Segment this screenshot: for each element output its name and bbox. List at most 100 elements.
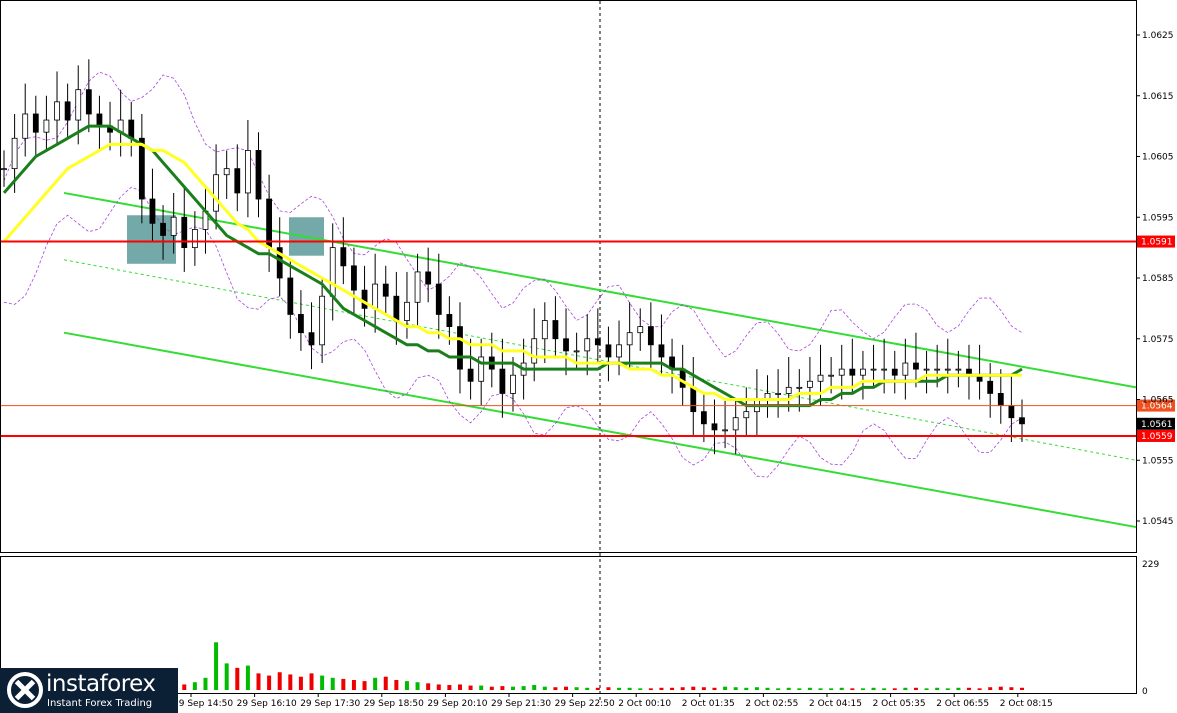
candle-body xyxy=(934,368,941,371)
horizontal-levels: 1.0591 1.0559 1.0564 1.0561 xyxy=(1,235,1175,442)
volume-bar xyxy=(723,686,728,690)
candle xyxy=(213,144,219,230)
candle-body xyxy=(849,368,856,376)
volume-bar xyxy=(511,686,515,690)
volume-bar xyxy=(256,673,261,690)
candle-body xyxy=(807,380,813,388)
volume-bar xyxy=(574,687,579,690)
volume-bar xyxy=(362,681,367,690)
candle-body xyxy=(351,265,357,291)
volume-bar xyxy=(214,642,219,690)
candle xyxy=(244,120,251,218)
candle-body xyxy=(785,386,792,394)
level-tag xyxy=(1137,399,1175,412)
volume-bar xyxy=(988,687,993,690)
volume-bar xyxy=(415,682,420,690)
candle-body xyxy=(860,368,866,376)
candle xyxy=(626,302,633,370)
volume-bar xyxy=(945,688,950,690)
candle xyxy=(584,314,591,376)
candle-body xyxy=(541,320,548,340)
time-tick-label: 29 Sep 20:10 xyxy=(427,699,487,709)
volume-bar xyxy=(542,686,547,690)
candle-body xyxy=(594,338,601,346)
candle xyxy=(191,211,198,266)
time-tick-label: 2 Oct 01:35 xyxy=(682,699,735,709)
candle-body xyxy=(584,338,591,352)
candle-body xyxy=(732,417,739,431)
volume-bar xyxy=(595,687,600,690)
candle xyxy=(181,186,188,272)
candle-body xyxy=(679,368,686,388)
volume-bar xyxy=(351,680,356,690)
candle xyxy=(785,356,792,412)
candle xyxy=(860,350,866,400)
price-tick-label: 1.0585 xyxy=(1142,274,1174,284)
channel-lower-line xyxy=(63,331,1137,529)
candle-body xyxy=(881,368,888,371)
time-tick-label: 2 Oct 00:10 xyxy=(618,699,671,709)
candle-body xyxy=(711,423,718,431)
candle-body xyxy=(997,393,1004,406)
volume-bar xyxy=(871,687,876,690)
volume-bar xyxy=(1009,687,1014,690)
volume-bar xyxy=(913,687,918,690)
candle-body xyxy=(478,356,485,382)
price-tick-label: 1.0625 xyxy=(1142,31,1174,41)
candle xyxy=(902,338,909,400)
candle-body xyxy=(181,216,188,249)
candle xyxy=(340,217,347,285)
candle-body xyxy=(244,150,251,194)
candle-body xyxy=(828,374,835,377)
volume-bar xyxy=(341,678,346,690)
price-tick-label: 1.0605 xyxy=(1142,153,1174,163)
volume-bar xyxy=(404,681,409,690)
candle-body xyxy=(817,374,824,382)
volume-bar xyxy=(924,688,929,690)
volume-bar xyxy=(638,688,643,690)
volume-bar xyxy=(468,685,473,690)
volume-bar xyxy=(776,688,781,690)
candle xyxy=(605,326,612,382)
volume-bar xyxy=(288,674,293,690)
candle-body xyxy=(563,338,569,352)
volume-bar xyxy=(839,687,844,690)
volume-bar xyxy=(680,687,685,690)
price-pane xyxy=(0,0,1137,553)
candle-body xyxy=(266,198,273,249)
candle xyxy=(913,332,919,388)
level-label: 1.0559 xyxy=(1141,432,1173,442)
volume-bar xyxy=(564,686,569,690)
candle xyxy=(478,338,485,406)
candle xyxy=(838,344,845,400)
candle-body xyxy=(414,271,421,303)
candle xyxy=(425,247,432,303)
price-tick-label: 1.0575 xyxy=(1142,335,1174,345)
candlesticks xyxy=(1,59,1025,455)
candle-body xyxy=(743,411,750,419)
time-axis: 29 Sep 14:50 29 Sep 16:10 29 Sep 17:30 29 S… xyxy=(173,693,1053,709)
time-tick-label: 2 Oct 02:55 xyxy=(745,699,798,709)
time-tick-label: 2 Oct 04:15 xyxy=(809,699,862,709)
candle-body xyxy=(457,326,463,370)
candle-body xyxy=(213,174,219,212)
level-tag xyxy=(1137,429,1175,442)
candle-body xyxy=(944,368,951,371)
volume-bar xyxy=(765,687,770,690)
candle xyxy=(54,71,60,145)
candle-body xyxy=(637,326,644,334)
volume-bar xyxy=(447,685,452,690)
candle-body xyxy=(531,338,538,364)
candle-body xyxy=(43,119,50,133)
candle xyxy=(849,338,856,394)
candle xyxy=(891,350,898,394)
candle-body xyxy=(955,368,962,371)
candle xyxy=(382,265,389,315)
candle xyxy=(817,344,824,406)
candle-body xyxy=(340,247,347,267)
logo-name: instaforex xyxy=(46,671,156,697)
candle-body xyxy=(404,301,410,321)
candle-body xyxy=(298,314,304,334)
candle xyxy=(234,144,241,212)
candle-body xyxy=(573,350,580,353)
